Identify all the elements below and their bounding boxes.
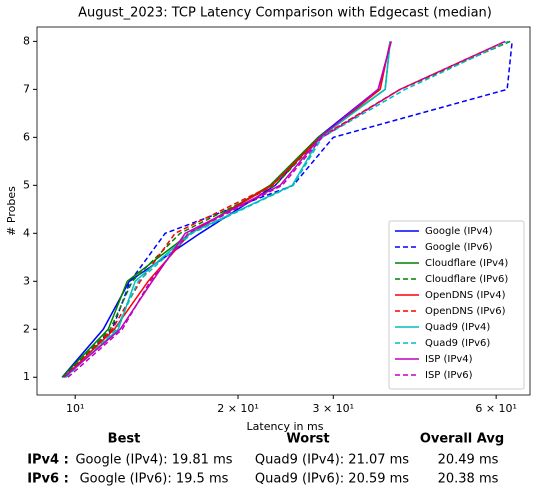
legend-label: Cloudflare (IPv6) <box>425 274 508 285</box>
y-tick-label: 2 <box>23 322 30 335</box>
axes-frame <box>36 26 531 396</box>
table-cell: Google (IPv4): 19.81 ms <box>75 453 232 468</box>
y-tick-label: 1 <box>23 370 30 383</box>
series-line <box>67 40 506 378</box>
y-tick-label: 7 <box>23 82 30 95</box>
series-line <box>63 41 392 378</box>
table-cell: Google (IPv6): 19.5 ms <box>80 472 229 487</box>
table-header: Overall Avg <box>420 432 504 447</box>
row-label: IPv4 : <box>27 453 69 468</box>
y-tick-label: 8 <box>23 34 30 47</box>
series-line <box>63 40 511 378</box>
y-axis-label: # Probes <box>5 186 18 236</box>
legend-label: ISP (IPv4) <box>425 354 473 365</box>
x-tick-label: 3 × 10¹ <box>312 402 354 415</box>
chart-title: August_2023: TCP Latency Comparison with… <box>78 6 492 21</box>
legend-label: Google (IPv4) <box>425 226 493 237</box>
table-cell: Quad9 (IPv6): 20.59 ms <box>255 472 409 487</box>
table-cell: Quad9 (IPv4): 21.07 ms <box>255 453 409 468</box>
row-label: IPv6 : <box>27 472 69 487</box>
legend-label: Quad9 (IPv6) <box>425 338 490 349</box>
x-axis-label: Latency in ms <box>247 420 324 433</box>
table-header: Best <box>108 432 141 447</box>
table-cell: 20.49 ms <box>438 453 499 468</box>
x-tick-label: 6 × 10¹ <box>475 402 517 415</box>
y-tick-label: 6 <box>23 130 30 143</box>
table-header: Worst <box>286 432 329 447</box>
legend-label: ISP (IPv6) <box>425 370 473 381</box>
series-line <box>62 41 513 378</box>
y-tick-label: 3 <box>23 274 30 287</box>
legend: Google (IPv4) Google (IPv6) Cloudflare (IP… <box>388 220 525 390</box>
legend-label: Quad9 (IPv4) <box>425 322 490 333</box>
legend-label: OpenDNS (IPv4) <box>425 290 506 301</box>
series-line <box>65 40 509 378</box>
legend-label: Google (IPv6) <box>425 242 493 253</box>
table-cell: 20.38 ms <box>438 472 499 487</box>
y-tick-label: 4 <box>23 226 30 239</box>
x-tick-label: 2 × 10¹ <box>217 402 259 415</box>
legend-label: OpenDNS (IPv6) <box>425 306 506 317</box>
legend-label: Cloudflare (IPv4) <box>425 258 508 269</box>
x-tick-label: 10¹ <box>66 402 84 415</box>
legend-box <box>388 220 525 390</box>
y-tick-label: 5 <box>23 178 30 191</box>
plot-area: 1 2 3 4 5 6 7 8 10¹ 2 × 10¹ 3 × 10¹ 6 × 10¹ <box>23 26 531 415</box>
summary-table: Best Worst Overall Avg IPv4 : Google (IPv4):… <box>27 432 504 487</box>
